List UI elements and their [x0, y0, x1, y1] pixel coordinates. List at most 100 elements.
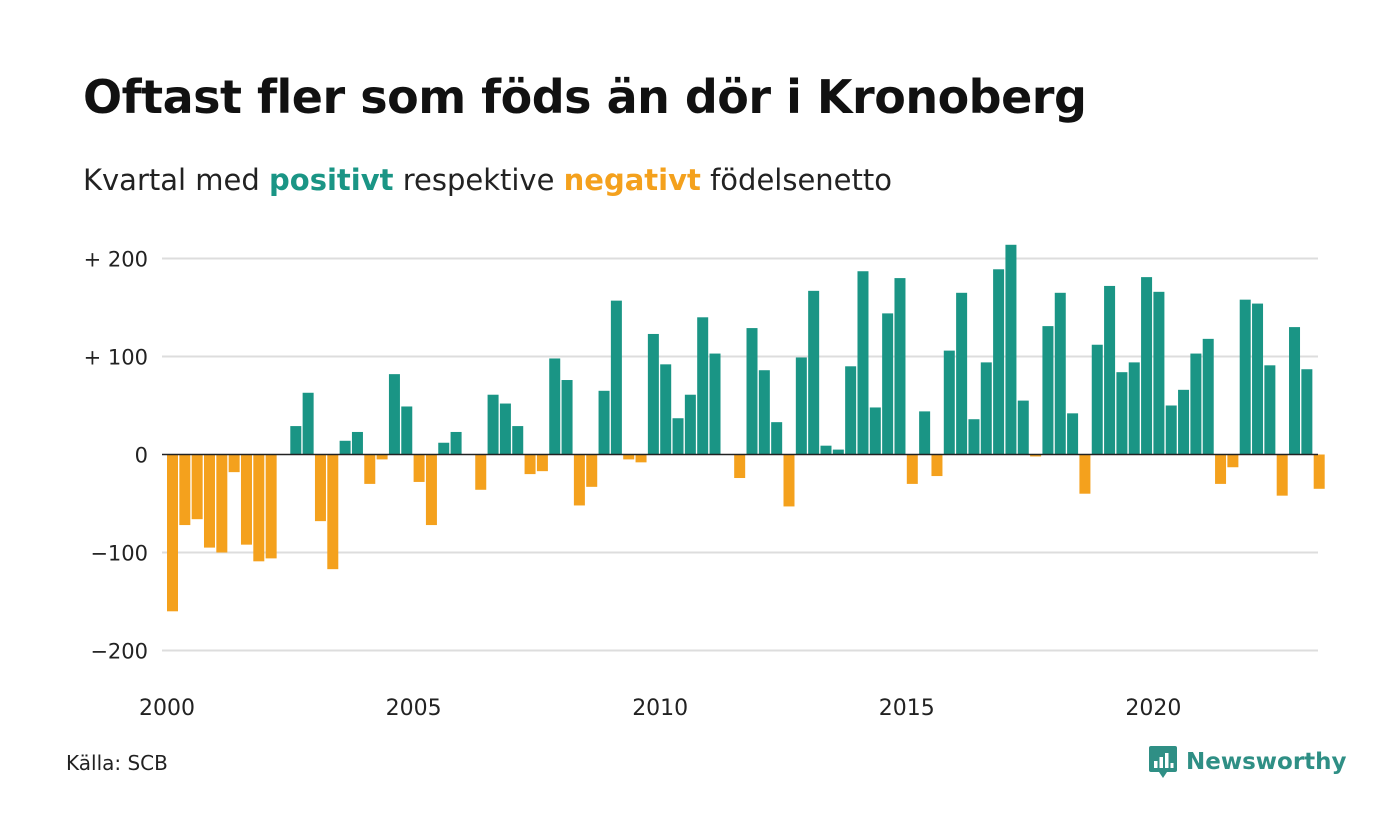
- bar-2013-q2: [820, 445, 832, 455]
- brand-name: Newsworthy: [1186, 749, 1347, 775]
- bar-2005-q3: [438, 442, 450, 455]
- bar-2016-q3: [980, 362, 992, 455]
- bar-2003-q1: [314, 454, 326, 522]
- bar-2008-q4: [598, 390, 610, 455]
- bar-2009-q1: [610, 300, 622, 455]
- bar-2019-q1: [1104, 285, 1116, 455]
- bar-2017-q3: [1030, 454, 1042, 457]
- bar-2010-q4: [697, 317, 709, 455]
- bar-2004-q3: [388, 374, 400, 455]
- bar-2011-q4: [746, 328, 758, 455]
- x-tick-label: 2020: [1125, 696, 1181, 721]
- bar-2007-q2: [524, 454, 536, 475]
- bar-2022-q4: [1289, 327, 1301, 455]
- bar-2002-q4: [302, 392, 314, 455]
- bar-2018-q4: [1091, 344, 1103, 455]
- bar-2015-q3: [931, 454, 943, 477]
- bar-2015-q4: [943, 350, 955, 455]
- bar-2021-q3: [1227, 454, 1239, 468]
- bar-2009-q2: [623, 454, 635, 460]
- bar-2014-q1: [857, 271, 869, 455]
- bar-2006-q3: [487, 394, 499, 455]
- bar-2006-q2: [475, 454, 487, 490]
- bar-2012-q3: [783, 454, 795, 507]
- bar-2013-q4: [845, 366, 857, 455]
- x-tick-label: 2005: [386, 696, 442, 721]
- source-note: Källa: SCB: [66, 751, 168, 775]
- bar-2021-q2: [1215, 454, 1227, 484]
- y-tick-label: 0: [135, 444, 148, 468]
- bar-2014-q4: [894, 278, 906, 455]
- subtitle-prefix: Kvartal med: [83, 163, 270, 197]
- chat-bubble-bar-chart-icon: [1149, 746, 1177, 778]
- bar-2015-q1: [906, 454, 918, 484]
- bar-chart: + 200 + 100 0 −100 −200 2000 2005 2010 2015 2020: [84, 244, 1325, 721]
- bar-2000-q2: [179, 454, 191, 526]
- bar-2001-q4: [253, 454, 265, 562]
- x-tick-label: 2015: [879, 696, 935, 721]
- bar-2006-q4: [499, 403, 511, 455]
- subtitle-suffix: födelsenetto: [700, 163, 892, 197]
- bar-2012-q4: [795, 357, 807, 455]
- bar-2016-q4: [993, 269, 1005, 455]
- bar-2008-q1: [561, 380, 573, 455]
- axes: + 200 + 100 0 −100 −200 2000 2005 2010 2015 2020: [84, 248, 1318, 721]
- bar-2020-q4: [1190, 353, 1202, 455]
- bar-2023-q1: [1301, 369, 1313, 455]
- bar-2002-q3: [290, 426, 302, 455]
- bar-2003-q3: [339, 440, 351, 455]
- bar-2019-q4: [1141, 277, 1153, 455]
- bar-2022-q1: [1252, 303, 1264, 455]
- bar-2014-q2: [869, 407, 881, 455]
- bar-2017-q1: [1005, 244, 1017, 455]
- bar-2020-q3: [1178, 389, 1190, 455]
- y-tick-label: + 200: [84, 248, 148, 272]
- bar-2019-q3: [1128, 362, 1140, 455]
- bar-2003-q2: [327, 454, 339, 570]
- bar-2010-q3: [684, 394, 696, 455]
- bar-2005-q2: [425, 454, 437, 526]
- bar-2007-q1: [512, 426, 524, 455]
- bar-2017-q4: [1042, 326, 1054, 455]
- bar-2017-q2: [1017, 400, 1029, 455]
- bar-2010-q2: [672, 418, 684, 455]
- bar-2010-q1: [660, 364, 672, 455]
- bar-2002-q1: [265, 454, 277, 559]
- bar-2020-q1: [1153, 291, 1165, 455]
- bar-2016-q2: [968, 419, 980, 455]
- x-tick-label: 2010: [632, 696, 688, 721]
- bar-2005-q1: [413, 454, 425, 482]
- bar-2004-q4: [401, 406, 413, 455]
- subtitle-negative-label: negativt: [563, 163, 701, 197]
- bar-2001-q1: [216, 454, 228, 553]
- subtitle-positive-label: positivt: [269, 163, 394, 197]
- bar-2012-q1: [758, 370, 770, 455]
- y-tick-label: −100: [90, 542, 148, 566]
- bar-2005-q4: [450, 431, 462, 455]
- bar-2022-q3: [1276, 454, 1288, 496]
- bar-2019-q2: [1116, 372, 1128, 455]
- bar-2014-q3: [882, 313, 894, 455]
- bar-2009-q3: [635, 454, 647, 463]
- bar-2007-q3: [536, 454, 548, 472]
- bar-2000-q1: [167, 454, 178, 612]
- grid-lines: [162, 257, 1318, 652]
- bar-2004-q1: [364, 454, 376, 484]
- bar-2000-q4: [203, 454, 215, 548]
- bar-2018-q1: [1054, 292, 1066, 455]
- bar-2018-q2: [1067, 413, 1079, 455]
- bar-2007-q4: [549, 358, 561, 455]
- bar-2001-q2: [228, 454, 240, 473]
- chart-title: Oftast fler som föds än dör i Kronoberg: [83, 70, 1087, 124]
- bar-2020-q2: [1165, 405, 1177, 455]
- bar-2008-q3: [586, 454, 598, 487]
- bar-2011-q1: [709, 353, 721, 455]
- bar-2001-q3: [240, 454, 252, 545]
- bar-2004-q2: [376, 454, 388, 460]
- bar-2009-q4: [647, 333, 659, 455]
- bar-2008-q2: [573, 454, 585, 506]
- chart-subtitle: Kvartal med positivt respektive negativt…: [83, 163, 892, 197]
- y-tick-label: + 100: [84, 346, 148, 370]
- bar-2023-q2: [1313, 454, 1325, 489]
- bar-2012-q2: [771, 422, 783, 455]
